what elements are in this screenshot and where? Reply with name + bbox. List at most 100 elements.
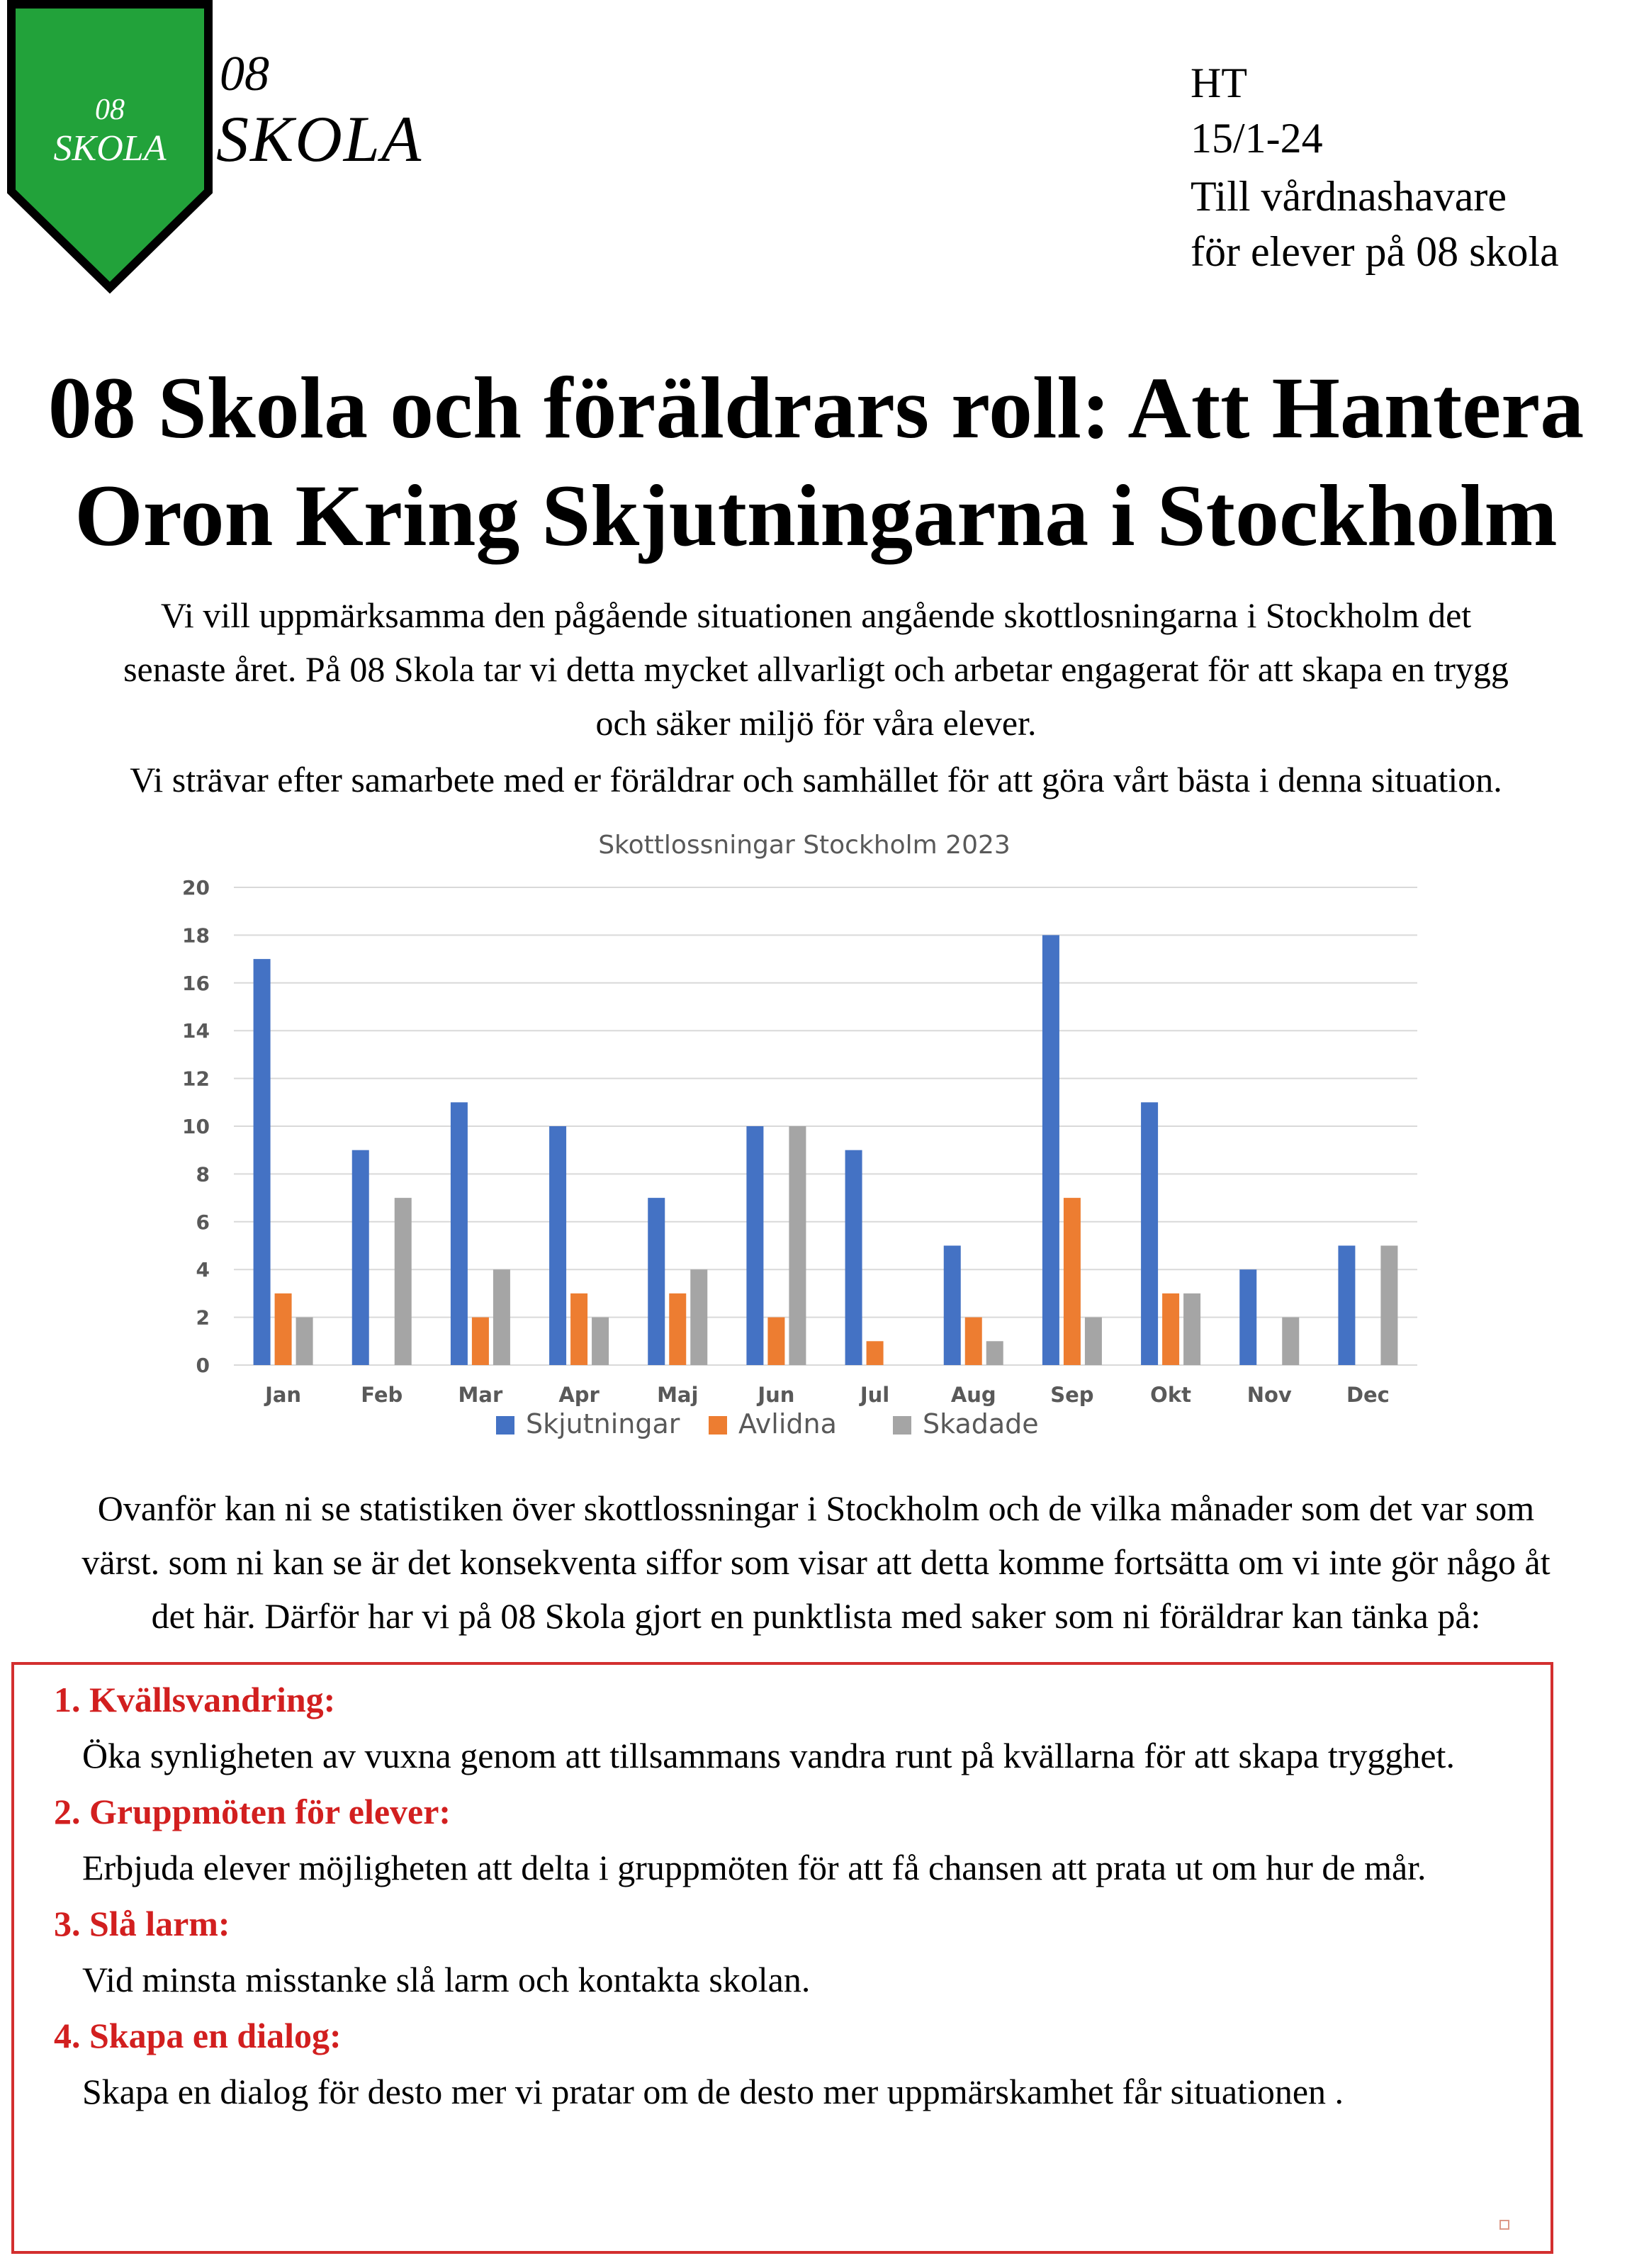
x-tick-label: Jan	[264, 1383, 301, 1407]
y-tick-label: 0	[196, 1354, 210, 1377]
y-tick-label: 20	[182, 876, 210, 899]
logo-text-08: 08	[220, 47, 269, 101]
legend-swatch	[496, 1416, 514, 1435]
bar-skadade	[789, 1126, 806, 1365]
bar-skjutningar	[648, 1198, 665, 1365]
bar-chart: Skottlossningar Stockholm 2023 0 2 4 6 8 10 12 1…	[182, 831, 1417, 1439]
x-tick-label: Apr	[558, 1383, 600, 1407]
page-title: 08 Skola och föräldrars roll: Att Hanter…	[0, 354, 1632, 570]
y-tick-label: 14	[182, 1019, 210, 1043]
recipient-line-2: för elever på 08 skola	[1191, 228, 1559, 275]
bar-skjutningar	[1141, 1102, 1159, 1365]
intro-paragraph: Vi vill uppmärksamma den pågående situat…	[0, 588, 1632, 750]
bar-skjutningar	[1042, 935, 1059, 1365]
description-line-3: det här. Därför har vi på 08 Skola gjort…	[151, 1596, 1481, 1636]
x-tick-label: Nov	[1247, 1383, 1292, 1407]
intro-closing: Vi strävar efter samarbete med er föräld…	[0, 753, 1632, 807]
bar-skjutningar	[351, 1150, 369, 1365]
bar-skadade	[493, 1269, 510, 1365]
bar-avlidna	[570, 1293, 588, 1365]
x-tick-label: Feb	[361, 1383, 403, 1407]
legend-swatch	[893, 1416, 911, 1435]
logo-badge-line1: 08	[95, 94, 125, 126]
checklist-item: 3. Slå larm: Vid minsta misstanke slå la…	[14, 1896, 1551, 2008]
chart-title: Skottlossningar Stockholm 2023	[598, 831, 1011, 860]
checklist-item-body: Öka synligheten av vuxna genom att tills…	[82, 1736, 1455, 1775]
description-line-2: värst. som ni kan se är det konsekventa …	[81, 1542, 1551, 1582]
bar-skjutningar	[845, 1150, 862, 1365]
bar-skjutningar	[943, 1245, 961, 1365]
bar-skadade	[690, 1269, 708, 1365]
bar-avlidna	[471, 1317, 489, 1365]
x-tick-label: Sep	[1050, 1383, 1093, 1407]
title-line-2: Oron Kring Skjutningarna i Stockholm	[74, 467, 1558, 564]
bar-avlidna	[767, 1317, 785, 1365]
checklist-item-heading: 3. Slå larm:	[54, 1904, 230, 1943]
recipient-line-1: Till vårdnashavare	[1191, 173, 1507, 220]
intro-line-4: Vi strävar efter samarbete med er föräld…	[130, 760, 1502, 799]
y-tick-label: 16	[182, 972, 210, 995]
checklist-item-body: Skapa en dialog för desto mer vi pratar …	[82, 2072, 1344, 2111]
y-tick-label: 2	[196, 1306, 210, 1330]
checklist-item-heading: 1. Kvällsvandring:	[54, 1680, 336, 1719]
checklist-item: 1. Kvällsvandring: Öka synligheten av vu…	[14, 1672, 1551, 1784]
bar-avlidna	[274, 1293, 292, 1365]
bar-avlidna	[1162, 1293, 1180, 1365]
x-tick-label: Dec	[1346, 1383, 1390, 1407]
legend-label: Avlidna	[738, 1408, 837, 1439]
bar-skadade	[1084, 1317, 1102, 1365]
checklist-item-body: Erbjuda elever möjligheten att delta i g…	[82, 1848, 1426, 1887]
letter-date: 15/1-24	[1191, 115, 1323, 162]
checklist-item: 4. Skapa en dialog: Skapa en dialog för …	[14, 2008, 1551, 2120]
bar-skjutningar	[253, 959, 271, 1365]
y-tick-label: 4	[196, 1258, 210, 1281]
checklist-item-body: Vid minsta misstanke slå larm och kontak…	[82, 1960, 811, 1999]
author-initials: HT	[1191, 60, 1247, 106]
intro-line-1: Vi vill uppmärksamma den pågående situat…	[160, 595, 1472, 635]
x-tick-label: Aug	[951, 1383, 996, 1407]
legend-label: Skadade	[923, 1408, 1039, 1439]
checklist-item-heading: 2. Gruppmöten för elever:	[54, 1792, 451, 1831]
y-tick-label: 12	[182, 1067, 210, 1091]
checklist-box: 1. Kvällsvandring: Öka synligheten av vu…	[11, 1662, 1553, 2254]
bar-skadade	[592, 1317, 609, 1365]
checklist-item-heading: 4. Skapa en dialog:	[54, 2016, 342, 2055]
bar-skjutningar	[549, 1126, 567, 1365]
bar-avlidna	[866, 1341, 884, 1365]
header-info: HT 15/1-24 Till vårdnashavare för elever…	[1191, 55, 1559, 279]
legend-label: Skjutningar	[526, 1408, 680, 1439]
y-tick-label: 8	[196, 1162, 210, 1186]
title-line-1: 08 Skola och föräldrars roll: Att Hanter…	[47, 359, 1585, 456]
bar-skjutningar	[1338, 1245, 1356, 1365]
bar-skadade	[1380, 1245, 1398, 1365]
intro-line-2: senaste året. På 08 Skola tar vi detta m…	[123, 649, 1509, 689]
bar-skjutningar	[1239, 1269, 1257, 1365]
bar-avlidna	[964, 1317, 982, 1365]
x-tick-label: Jun	[756, 1383, 794, 1407]
bar-skadade	[986, 1341, 1003, 1365]
corner-mark-icon	[1499, 2220, 1509, 2230]
bar-avlidna	[669, 1293, 687, 1365]
logo-text-skola: SKOLA	[216, 103, 423, 175]
x-tick-label: Mar	[458, 1383, 503, 1407]
x-tick-label: Jul	[859, 1383, 889, 1407]
intro-line-3: och säker miljö för våra elever.	[595, 703, 1037, 743]
bar-skadade	[1282, 1317, 1300, 1365]
legend-swatch	[709, 1416, 727, 1435]
bar-skadade	[394, 1198, 412, 1365]
bar-skadade	[296, 1317, 313, 1365]
x-tick-label: Okt	[1150, 1383, 1191, 1407]
description-line-1: Ovanför kan ni se statistiken över skott…	[97, 1488, 1535, 1528]
y-tick-label: 10	[182, 1115, 210, 1138]
logo-badge-line2: SKOLA	[54, 128, 167, 169]
bar-skjutningar	[450, 1102, 468, 1365]
bar-skjutningar	[746, 1126, 764, 1365]
school-logo-shield: 08 SKOLA	[7, 0, 213, 294]
bar-skadade	[1183, 1293, 1201, 1365]
y-tick-label: 6	[196, 1211, 210, 1234]
checklist-item: 2. Gruppmöten för elever: Erbjuda elever…	[14, 1784, 1551, 1896]
bar-avlidna	[1063, 1198, 1081, 1365]
y-tick-label: 18	[182, 924, 210, 947]
chart-description: Ovanför kan ni se statistiken över skott…	[0, 1481, 1632, 1643]
x-tick-label: Maj	[657, 1383, 698, 1407]
